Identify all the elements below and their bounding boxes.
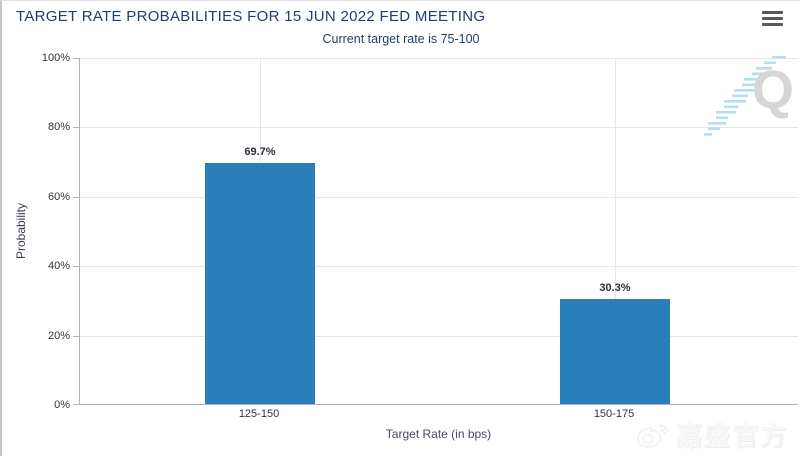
- y-axis-tick: [73, 404, 80, 405]
- bar-group-150-175: 30.3%: [560, 58, 670, 404]
- gridline-100: [80, 58, 798, 59]
- x-category-label-2: 150-175: [593, 408, 635, 420]
- bar-125-150[interactable]: [205, 162, 315, 404]
- y-tick-label: 60%: [47, 191, 70, 203]
- y-axis-tick: [73, 58, 80, 59]
- y-tick-label: 0%: [54, 399, 70, 411]
- gridline-80: [80, 127, 798, 129]
- gridline-20: [80, 335, 798, 337]
- hamburger-menu-icon[interactable]: [762, 11, 783, 26]
- y-axis-tick: [73, 127, 80, 129]
- chart-title: TARGET RATE PROBABILITIES FOR 15 JUN 202…: [16, 8, 486, 25]
- x-category-label-1: 125-150: [238, 408, 280, 420]
- chart-subtitle: Current target rate is 75-100: [322, 32, 480, 46]
- gridline-category-2: [615, 58, 616, 404]
- y-tick-label: 100%: [41, 52, 70, 64]
- menu-bar: [762, 23, 783, 26]
- bar-value-label: 30.3%: [599, 282, 631, 295]
- gridline-60: [80, 196, 798, 198]
- y-tick-label: 40%: [47, 260, 70, 272]
- y-axis-tick: [73, 266, 80, 268]
- plot-area: 69.7% 30.3%: [73, 58, 798, 405]
- bar-group-125-150: 69.7%: [205, 58, 315, 404]
- y-axis-title: Probability: [14, 203, 28, 260]
- bar-value-label: 69.7%: [244, 145, 276, 158]
- y-axis-tick: [73, 196, 80, 198]
- bar-150-175[interactable]: [560, 299, 670, 404]
- gridline-40: [80, 266, 798, 268]
- y-axis-tick: [73, 335, 80, 337]
- y-tick-label: 20%: [47, 330, 70, 342]
- x-axis-title: Target Rate (in bps): [385, 427, 492, 441]
- menu-bar: [762, 17, 783, 20]
- y-tick-label: 80%: [47, 121, 70, 133]
- menu-bar: [762, 11, 783, 14]
